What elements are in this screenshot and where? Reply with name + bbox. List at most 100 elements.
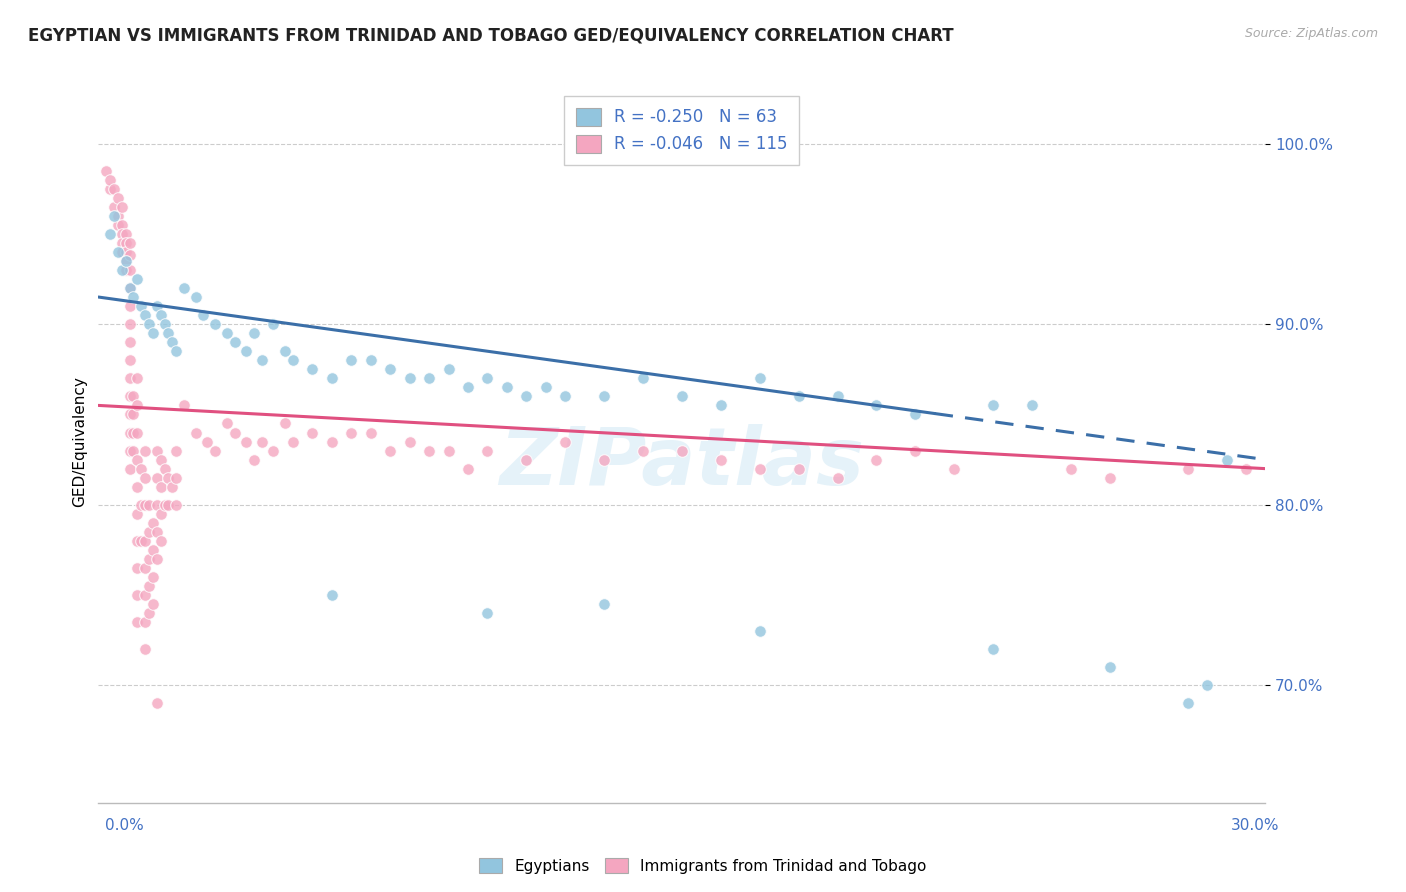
Point xyxy=(250,353,273,368)
Point xyxy=(122,290,145,304)
Point xyxy=(943,461,966,475)
Point xyxy=(515,452,537,467)
Point xyxy=(114,253,136,268)
Point xyxy=(153,317,176,331)
Point xyxy=(127,272,149,286)
Point xyxy=(146,524,169,539)
Point xyxy=(134,642,156,657)
Point xyxy=(127,533,149,548)
Point xyxy=(224,335,246,350)
Point xyxy=(193,308,215,322)
Point xyxy=(710,398,733,412)
Point xyxy=(103,200,125,214)
Point xyxy=(149,507,172,521)
Point xyxy=(138,552,160,566)
Point xyxy=(118,353,141,368)
Legend: R = -0.250   N = 63, R = -0.046   N = 115: R = -0.250 N = 63, R = -0.046 N = 115 xyxy=(564,95,800,165)
Point xyxy=(149,308,172,322)
Point xyxy=(127,425,149,440)
Point xyxy=(111,218,134,232)
Point xyxy=(243,452,266,467)
Point xyxy=(153,498,176,512)
Point xyxy=(111,263,134,277)
Point xyxy=(671,389,693,403)
Point xyxy=(149,533,172,548)
Legend: Egyptians, Immigrants from Trinidad and Tobago: Egyptians, Immigrants from Trinidad and … xyxy=(474,852,932,880)
Point xyxy=(114,244,136,259)
Point xyxy=(1177,697,1199,711)
Point xyxy=(127,588,149,602)
Point xyxy=(142,570,165,584)
Point xyxy=(114,263,136,277)
Point xyxy=(1234,461,1257,475)
Point xyxy=(96,163,118,178)
Point xyxy=(138,498,160,512)
Point xyxy=(157,470,180,484)
Point xyxy=(107,218,129,232)
Point xyxy=(1177,461,1199,475)
Point xyxy=(118,408,141,422)
Point xyxy=(380,443,402,458)
Point xyxy=(146,552,169,566)
Point xyxy=(787,389,810,403)
Point xyxy=(418,443,440,458)
Point xyxy=(134,588,156,602)
Point xyxy=(165,443,187,458)
Point xyxy=(134,561,156,575)
Point xyxy=(631,371,654,385)
Point xyxy=(98,181,121,195)
Point xyxy=(748,624,770,639)
Point xyxy=(340,425,363,440)
Point xyxy=(165,470,187,484)
Point xyxy=(149,480,172,494)
Y-axis label: GED/Equivalency: GED/Equivalency xyxy=(72,376,87,507)
Point xyxy=(122,443,145,458)
Point xyxy=(224,425,246,440)
Point xyxy=(118,335,141,350)
Point xyxy=(1195,678,1218,692)
Point xyxy=(1215,452,1237,467)
Point xyxy=(981,398,1004,412)
Point xyxy=(118,425,141,440)
Point xyxy=(554,434,576,449)
Point xyxy=(904,408,927,422)
Point xyxy=(107,191,129,205)
Point xyxy=(134,533,156,548)
Point xyxy=(149,452,172,467)
Point xyxy=(631,443,654,458)
Point xyxy=(593,389,616,403)
Point xyxy=(118,248,141,262)
Point xyxy=(301,425,323,440)
Point xyxy=(195,434,218,449)
Point xyxy=(554,389,576,403)
Point xyxy=(1021,398,1043,412)
Point xyxy=(134,470,156,484)
Point xyxy=(138,524,160,539)
Point xyxy=(281,353,304,368)
Point xyxy=(134,615,156,629)
Point xyxy=(122,389,145,403)
Point xyxy=(153,461,176,475)
Point xyxy=(127,561,149,575)
Point xyxy=(457,461,479,475)
Point xyxy=(146,470,169,484)
Point xyxy=(250,434,273,449)
Point xyxy=(274,344,297,359)
Point xyxy=(477,443,499,458)
Point xyxy=(437,443,460,458)
Point xyxy=(593,597,616,611)
Point xyxy=(262,317,284,331)
Point xyxy=(204,443,226,458)
Point xyxy=(122,425,145,440)
Point xyxy=(162,335,184,350)
Point xyxy=(380,362,402,376)
Point xyxy=(103,181,125,195)
Point xyxy=(114,253,136,268)
Point xyxy=(827,470,849,484)
Point xyxy=(127,615,149,629)
Point xyxy=(118,281,141,295)
Point xyxy=(215,417,238,431)
Point xyxy=(98,227,121,241)
Text: EGYPTIAN VS IMMIGRANTS FROM TRINIDAD AND TOBAGO GED/EQUIVALENCY CORRELATION CHAR: EGYPTIAN VS IMMIGRANTS FROM TRINIDAD AND… xyxy=(28,27,953,45)
Point xyxy=(398,434,420,449)
